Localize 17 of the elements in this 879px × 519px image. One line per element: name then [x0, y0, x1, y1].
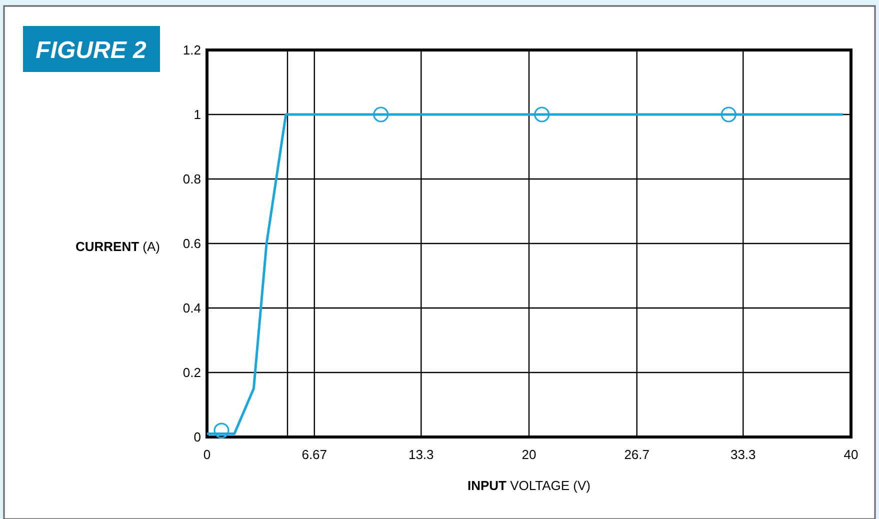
x-tick-label: 6.67 — [302, 447, 328, 462]
y-tick-label: 0.8 — [182, 172, 201, 187]
y-tick-label: 0 — [194, 430, 201, 445]
y-tick-label: 1.2 — [182, 42, 201, 58]
chart-title: FIGURE 2 — [36, 37, 147, 64]
x-tick-label: 13.3 — [408, 447, 434, 462]
x-axis-title: INPUT VOLTAGE (V) — [467, 478, 591, 493]
y-axis-title: CURRENT (A) — [75, 239, 160, 254]
x-tick-label: 20 — [522, 447, 536, 462]
x-tick-label: 26.7 — [624, 447, 650, 462]
y-tick-label: 1 — [194, 107, 201, 122]
x-tick-label: 33.3 — [730, 447, 756, 462]
y-tick-label: 0.4 — [182, 300, 201, 316]
y-tick-label: 0.6 — [182, 236, 201, 252]
y-tick-label: 0.2 — [182, 365, 201, 380]
x-tick-label: 0 — [203, 447, 211, 462]
x-tick-label: 40 — [844, 447, 858, 462]
